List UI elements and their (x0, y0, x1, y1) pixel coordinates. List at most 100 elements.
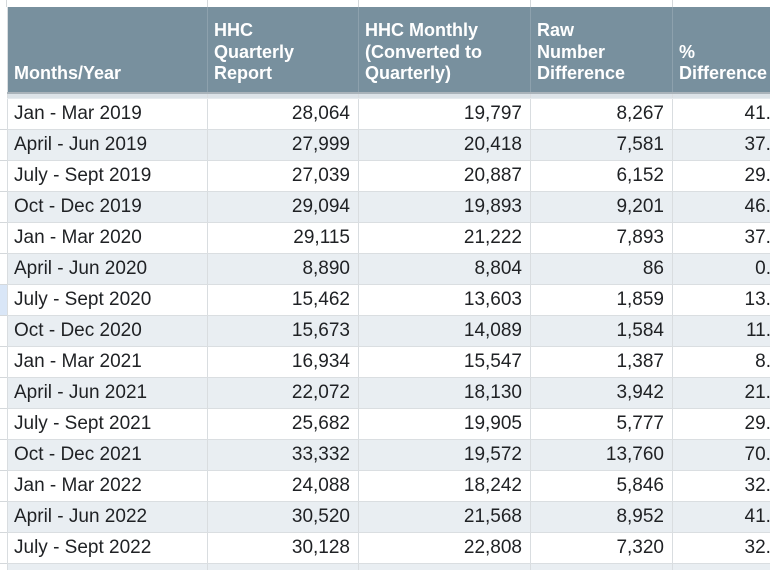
cell-raw-number-difference[interactable]: 7,893 (530, 222, 673, 254)
cell-pct-difference[interactable]: 41.51% (672, 501, 770, 533)
cell-pct-difference[interactable]: 29.45% (672, 160, 770, 192)
cell-pct-difference[interactable]: 11.24% (672, 315, 770, 347)
cell-pct-difference[interactable]: 37.19% (672, 222, 770, 254)
gridline (0, 345, 7, 347)
cell-hhc-quarterly-report[interactable]: 30,520 (207, 501, 359, 533)
cell-hhc-monthly-converted[interactable]: 19,905 (358, 408, 531, 440)
gridline (0, 469, 7, 471)
cell-hhc-quarterly-report[interactable]: 27,039 (207, 160, 359, 192)
cell-hhc-quarterly-report[interactable]: 29,094 (207, 191, 359, 223)
cell-raw-number-difference[interactable]: 3,942 (530, 377, 673, 409)
cell-hhc-quarterly-report[interactable]: 27,999 (207, 129, 359, 161)
cell-pct-difference[interactable]: 21.74% (672, 377, 770, 409)
column-header-raw-number-difference[interactable]: Raw Number Difference (530, 7, 673, 94)
divider-cell (7, 93, 208, 99)
cell-hhc-monthly-converted[interactable]: 14,089 (358, 315, 531, 347)
cell-hhc-quarterly-report[interactable]: 16,934 (207, 346, 359, 378)
gridline (6, 0, 7, 7)
cell-pct-difference[interactable]: 37.13% (672, 129, 770, 161)
cell-hhc-quarterly-report[interactable]: 28,064 (207, 98, 359, 130)
cell-period[interactable]: April - Jun 2022 (7, 501, 208, 533)
cell-raw-number-difference[interactable]: 13,760 (530, 439, 673, 471)
cell-pct-difference[interactable]: 32.05% (672, 470, 770, 502)
cell-raw-number-difference[interactable]: 7,320 (530, 532, 673, 564)
cell-raw-number-difference[interactable]: 8,952 (530, 501, 673, 533)
header-row: Months/Year HHC Quarterly Report HHC Month… (7, 7, 770, 94)
cell-raw-number-difference[interactable]: 9,201 (530, 191, 673, 223)
cell-hhc-quarterly-report[interactable]: 15,673 (207, 315, 359, 347)
column-header-hhc-quarterly-report[interactable]: HHC Quarterly Report (207, 7, 359, 94)
cell-period[interactable]: July - Sept 2019 (7, 160, 208, 192)
gridline (0, 531, 7, 533)
cell-raw-number-difference[interactable]: 7,581 (530, 129, 673, 161)
hhc-comparison-table: Months/Year HHC Quarterly Report HHC Month… (7, 7, 770, 570)
gridline (0, 283, 7, 285)
cell-hhc-monthly-converted[interactable]: 8,804 (358, 253, 531, 285)
cell-hhc-quarterly-report[interactable]: 15,462 (207, 284, 359, 316)
cell-hhc-monthly-converted[interactable]: 15,547 (358, 346, 531, 378)
cell-period[interactable]: April - Jun 2020 (7, 253, 208, 285)
gridline (0, 190, 7, 192)
cell-period[interactable]: July - Sept 2020 (7, 284, 208, 316)
cell-period[interactable]: Jan - Mar 2022 (7, 470, 208, 502)
cell-hhc-monthly-converted[interactable]: 19,797 (358, 98, 531, 130)
cell-raw-number-difference[interactable]: 5,846 (530, 470, 673, 502)
cell-hhc-monthly-converted[interactable]: 18,242 (358, 470, 531, 502)
cell-pct-difference[interactable]: 8.92% (672, 346, 770, 378)
cell-hhc-quarterly-report[interactable]: 8,890 (207, 253, 359, 285)
cell-raw-number-difference[interactable]: 1,859 (530, 284, 673, 316)
cell-hhc-monthly-converted[interactable]: 20,418 (358, 129, 531, 161)
cell-hhc-monthly-converted[interactable]: 19,893 (358, 191, 531, 223)
divider-cell (672, 93, 770, 99)
cell-pct-difference[interactable]: 13.67% (672, 284, 770, 316)
cell-hhc-quarterly-report[interactable]: 22,072 (207, 377, 359, 409)
cell-period[interactable]: July - Sept 2022 (7, 532, 208, 564)
cell-raw-number-difference[interactable]: 1,584 (530, 315, 673, 347)
cell-pct-difference[interactable]: 41.76% (672, 98, 770, 130)
cell-period[interactable]: Jan - Mar 2021 (7, 346, 208, 378)
cell-hhc-quarterly-report[interactable]: 25,682 (207, 408, 359, 440)
cell-hhc-monthly-converted[interactable]: 22,808 (358, 532, 531, 564)
cell-period[interactable]: April - Jun 2021 (7, 377, 208, 409)
cell-period[interactable]: Jan - Mar 2019 (7, 98, 208, 130)
cell-period[interactable]: Oct - Dec 2021 (7, 439, 208, 471)
cell-period[interactable]: April - Jun 2019 (7, 129, 208, 161)
cell-pct-difference[interactable]: 70.30% (672, 439, 770, 471)
cell-hhc-monthly-converted[interactable]: 21,222 (358, 222, 531, 254)
row-margin-highlight (0, 284, 7, 315)
divider-cell (358, 93, 531, 99)
cell-hhc-quarterly-report[interactable]: 33,332 (207, 439, 359, 471)
cell-period[interactable]: Jan - Mar 2020 (7, 222, 208, 254)
cell-pct-difference[interactable]: 32.09% (672, 532, 770, 564)
cell-hhc-quarterly-report[interactable]: 30,128 (207, 532, 359, 564)
divider-cell (207, 93, 359, 99)
gridline (206, 0, 208, 7)
cell-raw-number-difference[interactable]: 86 (530, 253, 673, 285)
column-header-period[interactable]: Months/Year (7, 7, 208, 94)
cell-hhc-monthly-converted[interactable]: 18,130 (358, 377, 531, 409)
column-header-pct-difference[interactable]: % Difference (672, 7, 770, 94)
cell-raw-number-difference[interactable]: 5,777 (530, 408, 673, 440)
cell-raw-number-difference[interactable]: 1,387 (530, 346, 673, 378)
cell-hhc-monthly-converted[interactable]: 21,568 (358, 501, 531, 533)
cell-pct-difference[interactable]: 29.02% (672, 408, 770, 440)
cell-raw-number-difference[interactable]: 6,152 (530, 160, 673, 192)
cell-pct-difference[interactable]: 46.25% (672, 191, 770, 223)
cell-hhc-monthly-converted[interactable]: 20,887 (358, 160, 531, 192)
cell-hhc-quarterly-report[interactable]: 24,088 (207, 470, 359, 502)
cell-raw-number-difference[interactable]: 8,267 (530, 98, 673, 130)
cell-period[interactable]: July - Sept 2021 (7, 408, 208, 440)
cell-period[interactable]: Oct - Dec 2019 (7, 191, 208, 223)
cell-hhc-monthly-converted[interactable]: 19,572 (358, 439, 531, 471)
cell-hhc-quarterly-report[interactable]: 29,115 (207, 222, 359, 254)
column-header-hhc-monthly-converted[interactable]: HHC Monthly (Converted to Quarterly) (358, 7, 531, 94)
cell-pct-difference[interactable]: 0.98% (672, 253, 770, 285)
next-row-sliver (7, 563, 770, 570)
cell-hhc-monthly-converted[interactable]: 13,603 (358, 284, 531, 316)
cell-period[interactable]: Oct - Dec 2020 (7, 315, 208, 347)
